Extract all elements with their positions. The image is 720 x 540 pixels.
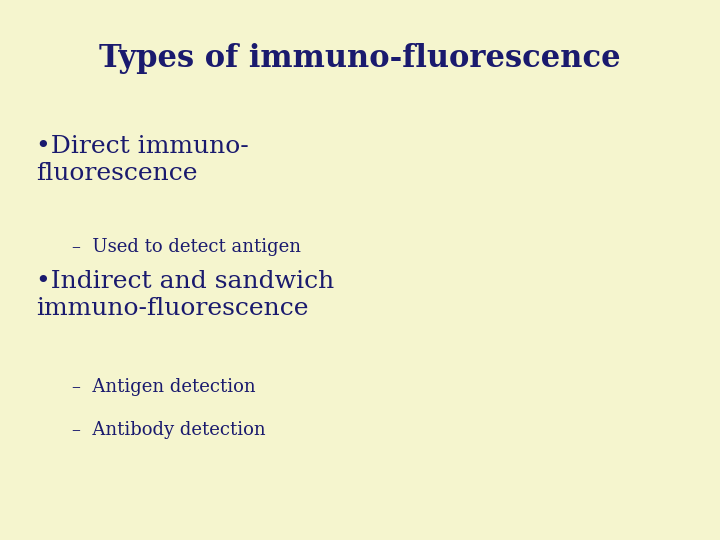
Text: –  Antigen detection: – Antigen detection: [72, 378, 256, 396]
Text: –  Used to detect antigen: – Used to detect antigen: [72, 238, 301, 255]
Text: Types of immuno-fluorescence: Types of immuno-fluorescence: [99, 43, 621, 74]
Text: •Direct immuno-
fluorescence: •Direct immuno- fluorescence: [36, 135, 248, 185]
Text: •Indirect and sandwich
immuno-fluorescence: •Indirect and sandwich immuno-fluorescen…: [36, 270, 334, 320]
Text: –  Antibody detection: – Antibody detection: [72, 421, 266, 439]
